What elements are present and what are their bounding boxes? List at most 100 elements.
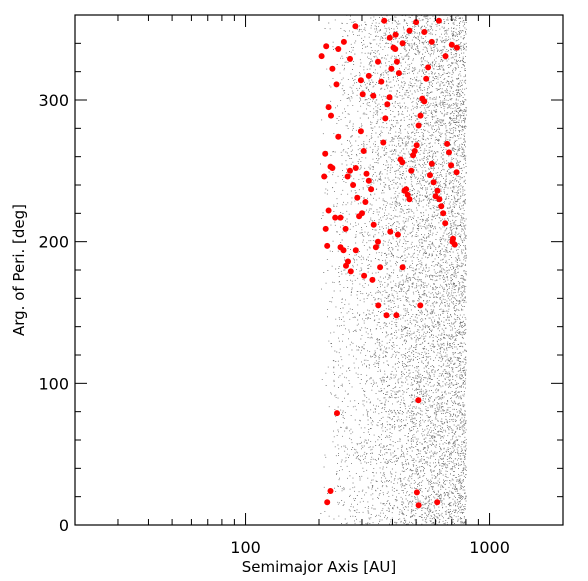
highlight-point <box>399 159 406 166</box>
highlight-point <box>359 91 366 98</box>
highlight-point <box>415 502 422 509</box>
highlight-point <box>386 34 393 41</box>
highlight-point <box>329 65 336 72</box>
highlight-point <box>321 173 328 180</box>
y-tick-label: 100 <box>38 374 69 393</box>
highlight-point <box>324 499 331 506</box>
highlight-point <box>377 264 384 271</box>
highlight-point <box>393 58 400 65</box>
highlight-point <box>357 77 364 84</box>
highlight-point <box>423 75 430 82</box>
y-axis-label: Arg. of Peri. [deg] <box>10 204 28 336</box>
highlight-point <box>382 115 389 122</box>
highlight-point <box>342 225 349 232</box>
highlight-point <box>435 17 442 24</box>
highlight-point <box>325 104 332 111</box>
highlight-point <box>332 214 339 221</box>
highlight-point <box>350 182 357 188</box>
highlight-point <box>408 167 415 174</box>
highlight-point <box>381 17 388 24</box>
highlight-point <box>363 170 370 177</box>
highlight-point <box>322 150 329 157</box>
highlight-point <box>328 112 334 119</box>
highlight-point <box>340 38 347 45</box>
highlight-point <box>415 122 422 129</box>
axis-ticks <box>75 15 563 526</box>
highlight-point <box>354 194 361 201</box>
highlight-point <box>327 488 334 494</box>
highlight-point <box>406 196 413 203</box>
highlight-point <box>368 186 375 193</box>
highlight-point <box>322 225 329 232</box>
highlight-point <box>347 55 353 62</box>
highlight-point <box>428 160 435 167</box>
highlight-point <box>392 31 399 38</box>
highlight-point <box>369 276 376 283</box>
highlight-point <box>448 162 455 169</box>
highlight-point <box>345 258 351 265</box>
highlight-point <box>347 167 353 174</box>
highlighted-points <box>318 17 460 509</box>
x-tick-label: 100 <box>230 538 261 557</box>
highlight-point <box>344 173 351 180</box>
highlight-point <box>352 247 359 254</box>
highlight-point <box>375 58 381 65</box>
highlight-point <box>440 210 447 217</box>
highlight-point <box>428 38 435 45</box>
y-tick-label: 300 <box>38 91 69 110</box>
highlight-point <box>375 302 382 309</box>
highlight-point <box>378 78 385 85</box>
y-tick-label: 0 <box>59 516 69 535</box>
highlight-point <box>387 228 394 235</box>
highlight-point <box>361 272 368 279</box>
highlight-point <box>453 169 460 176</box>
highlight-point <box>334 410 340 417</box>
highlight-point <box>325 207 332 214</box>
highlight-point <box>324 242 331 249</box>
highlight-point <box>430 179 437 186</box>
highlight-point <box>386 94 393 101</box>
highlight-point <box>393 312 400 319</box>
highlight-point <box>448 41 455 48</box>
highlight-point <box>434 187 441 194</box>
highlight-point <box>415 397 422 404</box>
highlight-point <box>337 244 344 251</box>
highlight-point <box>403 186 410 193</box>
background-point-cloud <box>320 14 467 526</box>
highlight-point <box>421 98 428 105</box>
highlight-point <box>413 142 420 149</box>
highlight-point <box>392 46 399 52</box>
highlight-point <box>357 128 364 135</box>
highlight-point <box>360 148 367 154</box>
highlight-point <box>442 53 449 60</box>
highlight-point <box>413 489 420 496</box>
background-points <box>320 14 467 526</box>
plot-frame <box>74 14 564 526</box>
x-axis-label: Semimajor Axis [AU] <box>242 558 396 576</box>
highlight-point <box>333 81 340 88</box>
tick-labels: 100 1000 0 100 200 300 <box>38 91 509 557</box>
highlight-point <box>335 46 342 52</box>
highlight-point <box>436 196 443 203</box>
highlight-point <box>388 65 395 72</box>
highlight-point <box>421 29 428 35</box>
highlight-point <box>434 499 441 506</box>
highlight-point <box>347 268 354 275</box>
highlight-point <box>406 27 413 34</box>
highlight-point <box>318 53 325 60</box>
highlight-point <box>370 92 377 99</box>
highlight-point <box>384 101 391 108</box>
x-tick-label: 1000 <box>469 538 510 557</box>
highlight-point <box>362 199 369 205</box>
highlight-point <box>375 238 381 245</box>
highlight-point <box>417 302 424 309</box>
highlight-point <box>427 172 433 179</box>
highlight-point <box>453 44 460 51</box>
highlight-point <box>395 70 402 77</box>
highlight-point <box>411 148 418 154</box>
highlight-point <box>329 165 336 171</box>
highlight-point <box>335 133 342 140</box>
highlight-point <box>438 203 445 210</box>
y-tick-label: 200 <box>38 233 69 252</box>
